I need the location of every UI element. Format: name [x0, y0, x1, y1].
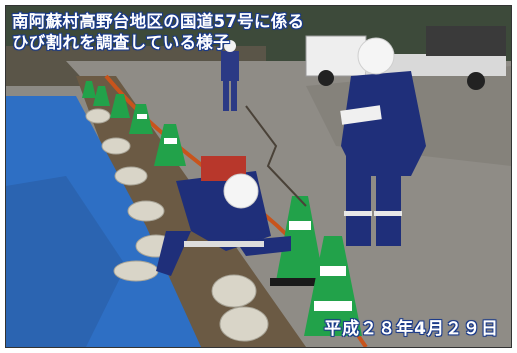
photo-date: 平成２８年4月２９日 — [324, 319, 499, 339]
traffic-cones — [82, 81, 362, 336]
photo-frame: 南阿蘇村高野台地区の国道57号に係る ひび割れを調査している様子 平成２８年4月… — [5, 5, 512, 348]
photo-caption: 南阿蘇村高野台地区の国道57号に係る ひび割れを調査している様子 — [12, 11, 304, 53]
white-truck — [305, 26, 506, 90]
standing-worker — [340, 37, 426, 246]
caption-line-1: 南阿蘇村高野台地区の国道57号に係る — [12, 12, 305, 31]
crouching-worker — [156, 156, 291, 276]
site-photo — [6, 6, 511, 347]
distant-worker — [221, 40, 239, 111]
road-crack — [245, 105, 307, 207]
caption-line-2: ひび割れを調査している様子 — [12, 33, 230, 52]
blue-tarp-fold — [6, 176, 126, 347]
